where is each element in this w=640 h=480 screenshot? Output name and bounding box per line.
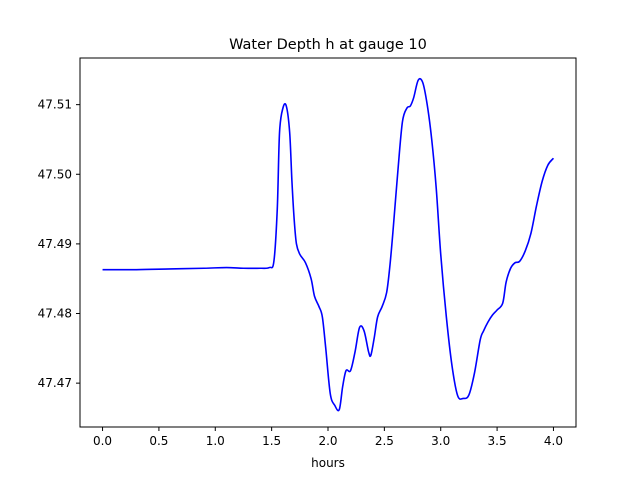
y-tick-label: 47.48 [38, 307, 72, 321]
x-tick-label: 3.0 [431, 434, 450, 448]
x-tick-label: 1.0 [206, 434, 225, 448]
y-axis: 47.47 47.48 47.49 47.50 47.51 [38, 98, 80, 390]
x-tick-label: 2.0 [318, 434, 337, 448]
x-tick-label: 0.0 [93, 434, 112, 448]
y-tick-label: 47.49 [38, 237, 72, 251]
x-axis: 0.0 0.5 1.0 1.5 2.0 2.5 3.0 3.5 4.0 [93, 427, 563, 448]
x-tick-label: 4.0 [544, 434, 563, 448]
series-line [102, 77, 555, 412]
x-axis-label: hours [311, 456, 345, 470]
x-tick-label: 1.5 [262, 434, 281, 448]
x-tick-label: 3.5 [488, 434, 507, 448]
y-tick-label: 47.50 [38, 167, 72, 181]
x-tick-label: 0.5 [149, 434, 168, 448]
x-tick-label: 2.5 [375, 434, 394, 448]
y-tick-label: 47.47 [38, 376, 72, 390]
series-layer [102, 77, 555, 412]
chart-title: Water Depth h at gauge 10 [229, 37, 427, 53]
y-tick-label: 47.51 [38, 98, 72, 112]
